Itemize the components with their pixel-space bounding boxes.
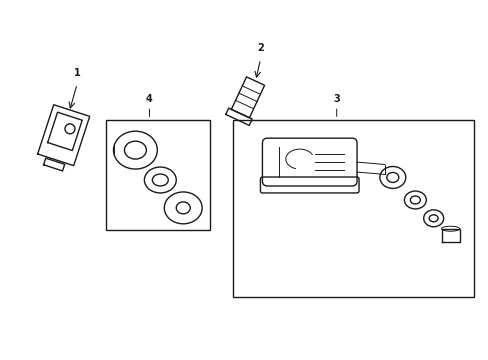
Text: 2: 2 xyxy=(257,43,264,53)
Text: 4: 4 xyxy=(146,94,153,104)
Text: 3: 3 xyxy=(333,94,339,104)
Text: 1: 1 xyxy=(74,68,81,78)
Bar xyxy=(105,120,210,230)
Bar xyxy=(233,120,473,297)
